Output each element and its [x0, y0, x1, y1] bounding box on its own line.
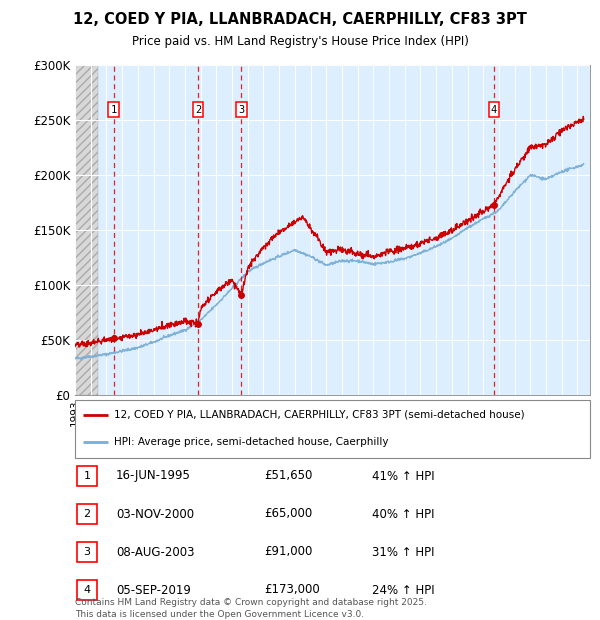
FancyBboxPatch shape	[77, 542, 97, 562]
Text: £91,000: £91,000	[264, 546, 313, 559]
Text: 12, COED Y PIA, LLANBRADACH, CAERPHILLY, CF83 3PT: 12, COED Y PIA, LLANBRADACH, CAERPHILLY,…	[73, 12, 527, 27]
Text: This data is licensed under the Open Government Licence v3.0.: This data is licensed under the Open Gov…	[75, 610, 364, 619]
FancyBboxPatch shape	[77, 504, 97, 524]
Text: 4: 4	[491, 105, 497, 115]
Text: 24% ↑ HPI: 24% ↑ HPI	[372, 583, 434, 596]
Text: 12, COED Y PIA, LLANBRADACH, CAERPHILLY, CF83 3PT (semi-detached house): 12, COED Y PIA, LLANBRADACH, CAERPHILLY,…	[113, 409, 524, 420]
Text: 41% ↑ HPI: 41% ↑ HPI	[372, 469, 434, 482]
Text: Price paid vs. HM Land Registry's House Price Index (HPI): Price paid vs. HM Land Registry's House …	[131, 35, 469, 48]
Text: Contains HM Land Registry data © Crown copyright and database right 2025.: Contains HM Land Registry data © Crown c…	[75, 598, 427, 607]
Text: £173,000: £173,000	[264, 583, 320, 596]
FancyBboxPatch shape	[77, 466, 97, 486]
Text: 40% ↑ HPI: 40% ↑ HPI	[372, 508, 434, 521]
FancyBboxPatch shape	[75, 400, 590, 458]
Text: 1: 1	[110, 105, 117, 115]
Bar	[75, 65, 98, 395]
Text: £51,650: £51,650	[264, 469, 313, 482]
Text: 3: 3	[238, 105, 245, 115]
Text: 03-NOV-2000: 03-NOV-2000	[116, 508, 194, 521]
Text: 2: 2	[195, 105, 201, 115]
Text: £65,000: £65,000	[264, 508, 312, 521]
Text: 16-JUN-1995: 16-JUN-1995	[116, 469, 191, 482]
Text: 3: 3	[83, 547, 91, 557]
Text: 05-SEP-2019: 05-SEP-2019	[116, 583, 191, 596]
FancyBboxPatch shape	[77, 580, 97, 600]
Text: 1: 1	[83, 471, 91, 481]
Text: HPI: Average price, semi-detached house, Caerphilly: HPI: Average price, semi-detached house,…	[113, 436, 388, 447]
Text: 08-AUG-2003: 08-AUG-2003	[116, 546, 194, 559]
Text: 2: 2	[83, 509, 91, 519]
Text: 4: 4	[83, 585, 91, 595]
Text: 31% ↑ HPI: 31% ↑ HPI	[372, 546, 434, 559]
